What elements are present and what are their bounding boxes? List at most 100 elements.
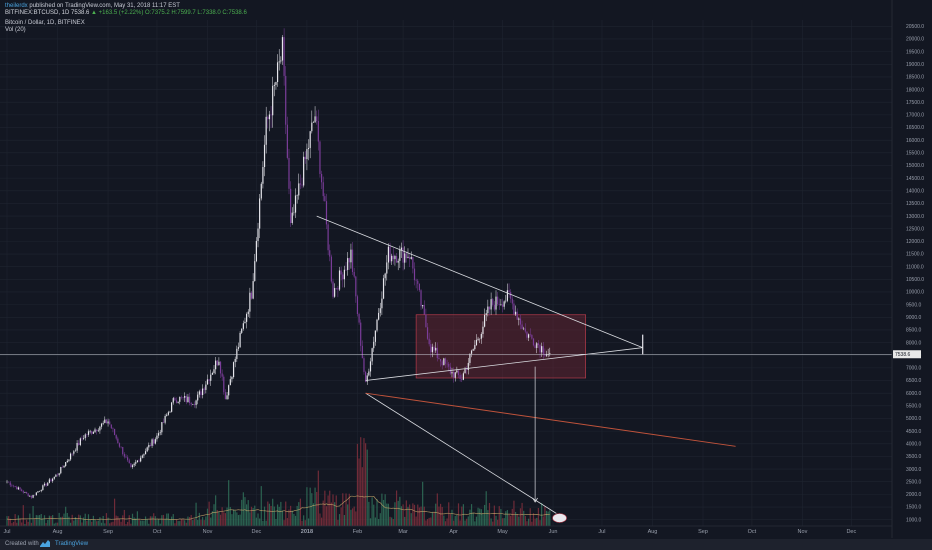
candle-body	[187, 396, 189, 403]
candle-body	[379, 308, 381, 313]
candle-body	[314, 116, 316, 123]
candle	[14, 485, 16, 488]
candle-body	[73, 451, 75, 454]
volume-bar	[286, 518, 288, 526]
candle-body	[205, 384, 207, 390]
candle	[122, 446, 124, 456]
volume-bar	[528, 518, 530, 526]
candle-body	[444, 358, 447, 364]
candle-body	[492, 299, 494, 305]
volume-bar	[306, 487, 308, 526]
volume-bar	[174, 523, 176, 526]
candle-body	[272, 85, 274, 116]
candle-body	[549, 353, 551, 355]
volume-bar	[87, 514, 90, 526]
candle-body	[464, 369, 466, 374]
author-link[interactable]: theilerdx	[5, 3, 28, 9]
candle-body	[104, 419, 106, 423]
candle	[296, 194, 298, 204]
volume-bar	[490, 518, 492, 526]
candle	[345, 262, 347, 271]
candle	[462, 371, 464, 381]
candle	[268, 110, 271, 132]
candle-body	[97, 430, 99, 432]
candle-body	[157, 433, 160, 436]
candle-body	[415, 280, 417, 281]
candle-body	[37, 491, 39, 493]
candle	[330, 254, 332, 284]
candle	[250, 291, 253, 300]
price-tick-label: 8500.0	[906, 328, 922, 334]
volume-bar	[324, 490, 326, 526]
time-tick-label: Aug	[648, 529, 658, 535]
volume-bar	[334, 502, 336, 526]
volume-bar	[304, 520, 306, 526]
volume-indicator-label[interactable]: Vol (20)	[5, 27, 26, 33]
candle-body	[66, 460, 68, 463]
candle	[273, 82, 275, 97]
candle-body	[299, 183, 301, 185]
candle-body	[188, 396, 191, 404]
candle-body	[21, 489, 23, 492]
tradingview-brand[interactable]: TradingView	[55, 541, 89, 547]
volume-bar	[454, 516, 456, 526]
volume-bar	[162, 514, 165, 526]
candle	[166, 413, 168, 417]
candle-body	[81, 438, 83, 439]
candle-body	[457, 370, 460, 376]
candle	[58, 472, 60, 477]
candle	[50, 478, 52, 482]
candle-body	[198, 391, 200, 395]
candle	[148, 442, 150, 451]
candle-body	[172, 398, 174, 403]
candle-body	[423, 305, 425, 315]
candle	[545, 350, 548, 358]
candle-body	[154, 439, 156, 444]
candle	[355, 275, 357, 303]
candle	[29, 495, 31, 498]
candle	[402, 240, 404, 271]
volume-bar	[99, 517, 101, 526]
candle	[500, 299, 502, 306]
volume-bar	[156, 520, 158, 526]
volume-bar	[407, 506, 409, 526]
candle-body	[544, 354, 546, 356]
volume-bar	[420, 506, 422, 526]
volume-bar	[399, 496, 401, 526]
volume-bar	[231, 514, 233, 526]
candle-body	[197, 394, 199, 401]
candle-body	[223, 376, 225, 393]
candle	[395, 253, 398, 263]
candle	[231, 375, 233, 383]
volume-bar	[249, 512, 251, 526]
candle-body	[417, 280, 419, 284]
candle	[120, 446, 122, 449]
volume-bar	[11, 523, 13, 526]
volume-bar	[342, 493, 344, 526]
volume-bar	[254, 505, 256, 526]
volume-bar	[141, 520, 143, 526]
candle	[65, 462, 67, 468]
candle-body	[528, 334, 530, 338]
candle	[298, 173, 300, 200]
candle-body	[161, 422, 163, 433]
volume-bar	[190, 514, 192, 526]
volume-bar	[86, 520, 88, 526]
volume-bar	[68, 516, 70, 526]
candle	[409, 252, 411, 268]
candle	[34, 494, 36, 496]
volume-bar	[107, 517, 109, 526]
candle-body	[102, 422, 104, 424]
candle	[94, 427, 96, 433]
candle	[17, 486, 20, 490]
candle	[528, 333, 530, 342]
candle-body	[351, 249, 354, 273]
candle-body	[459, 375, 461, 379]
candle	[467, 357, 469, 375]
volume-bar	[298, 502, 300, 526]
price-tick-label: 17500.0	[906, 100, 924, 106]
candle	[444, 357, 447, 368]
volume-bar	[136, 511, 138, 526]
volume-bar	[330, 502, 332, 526]
